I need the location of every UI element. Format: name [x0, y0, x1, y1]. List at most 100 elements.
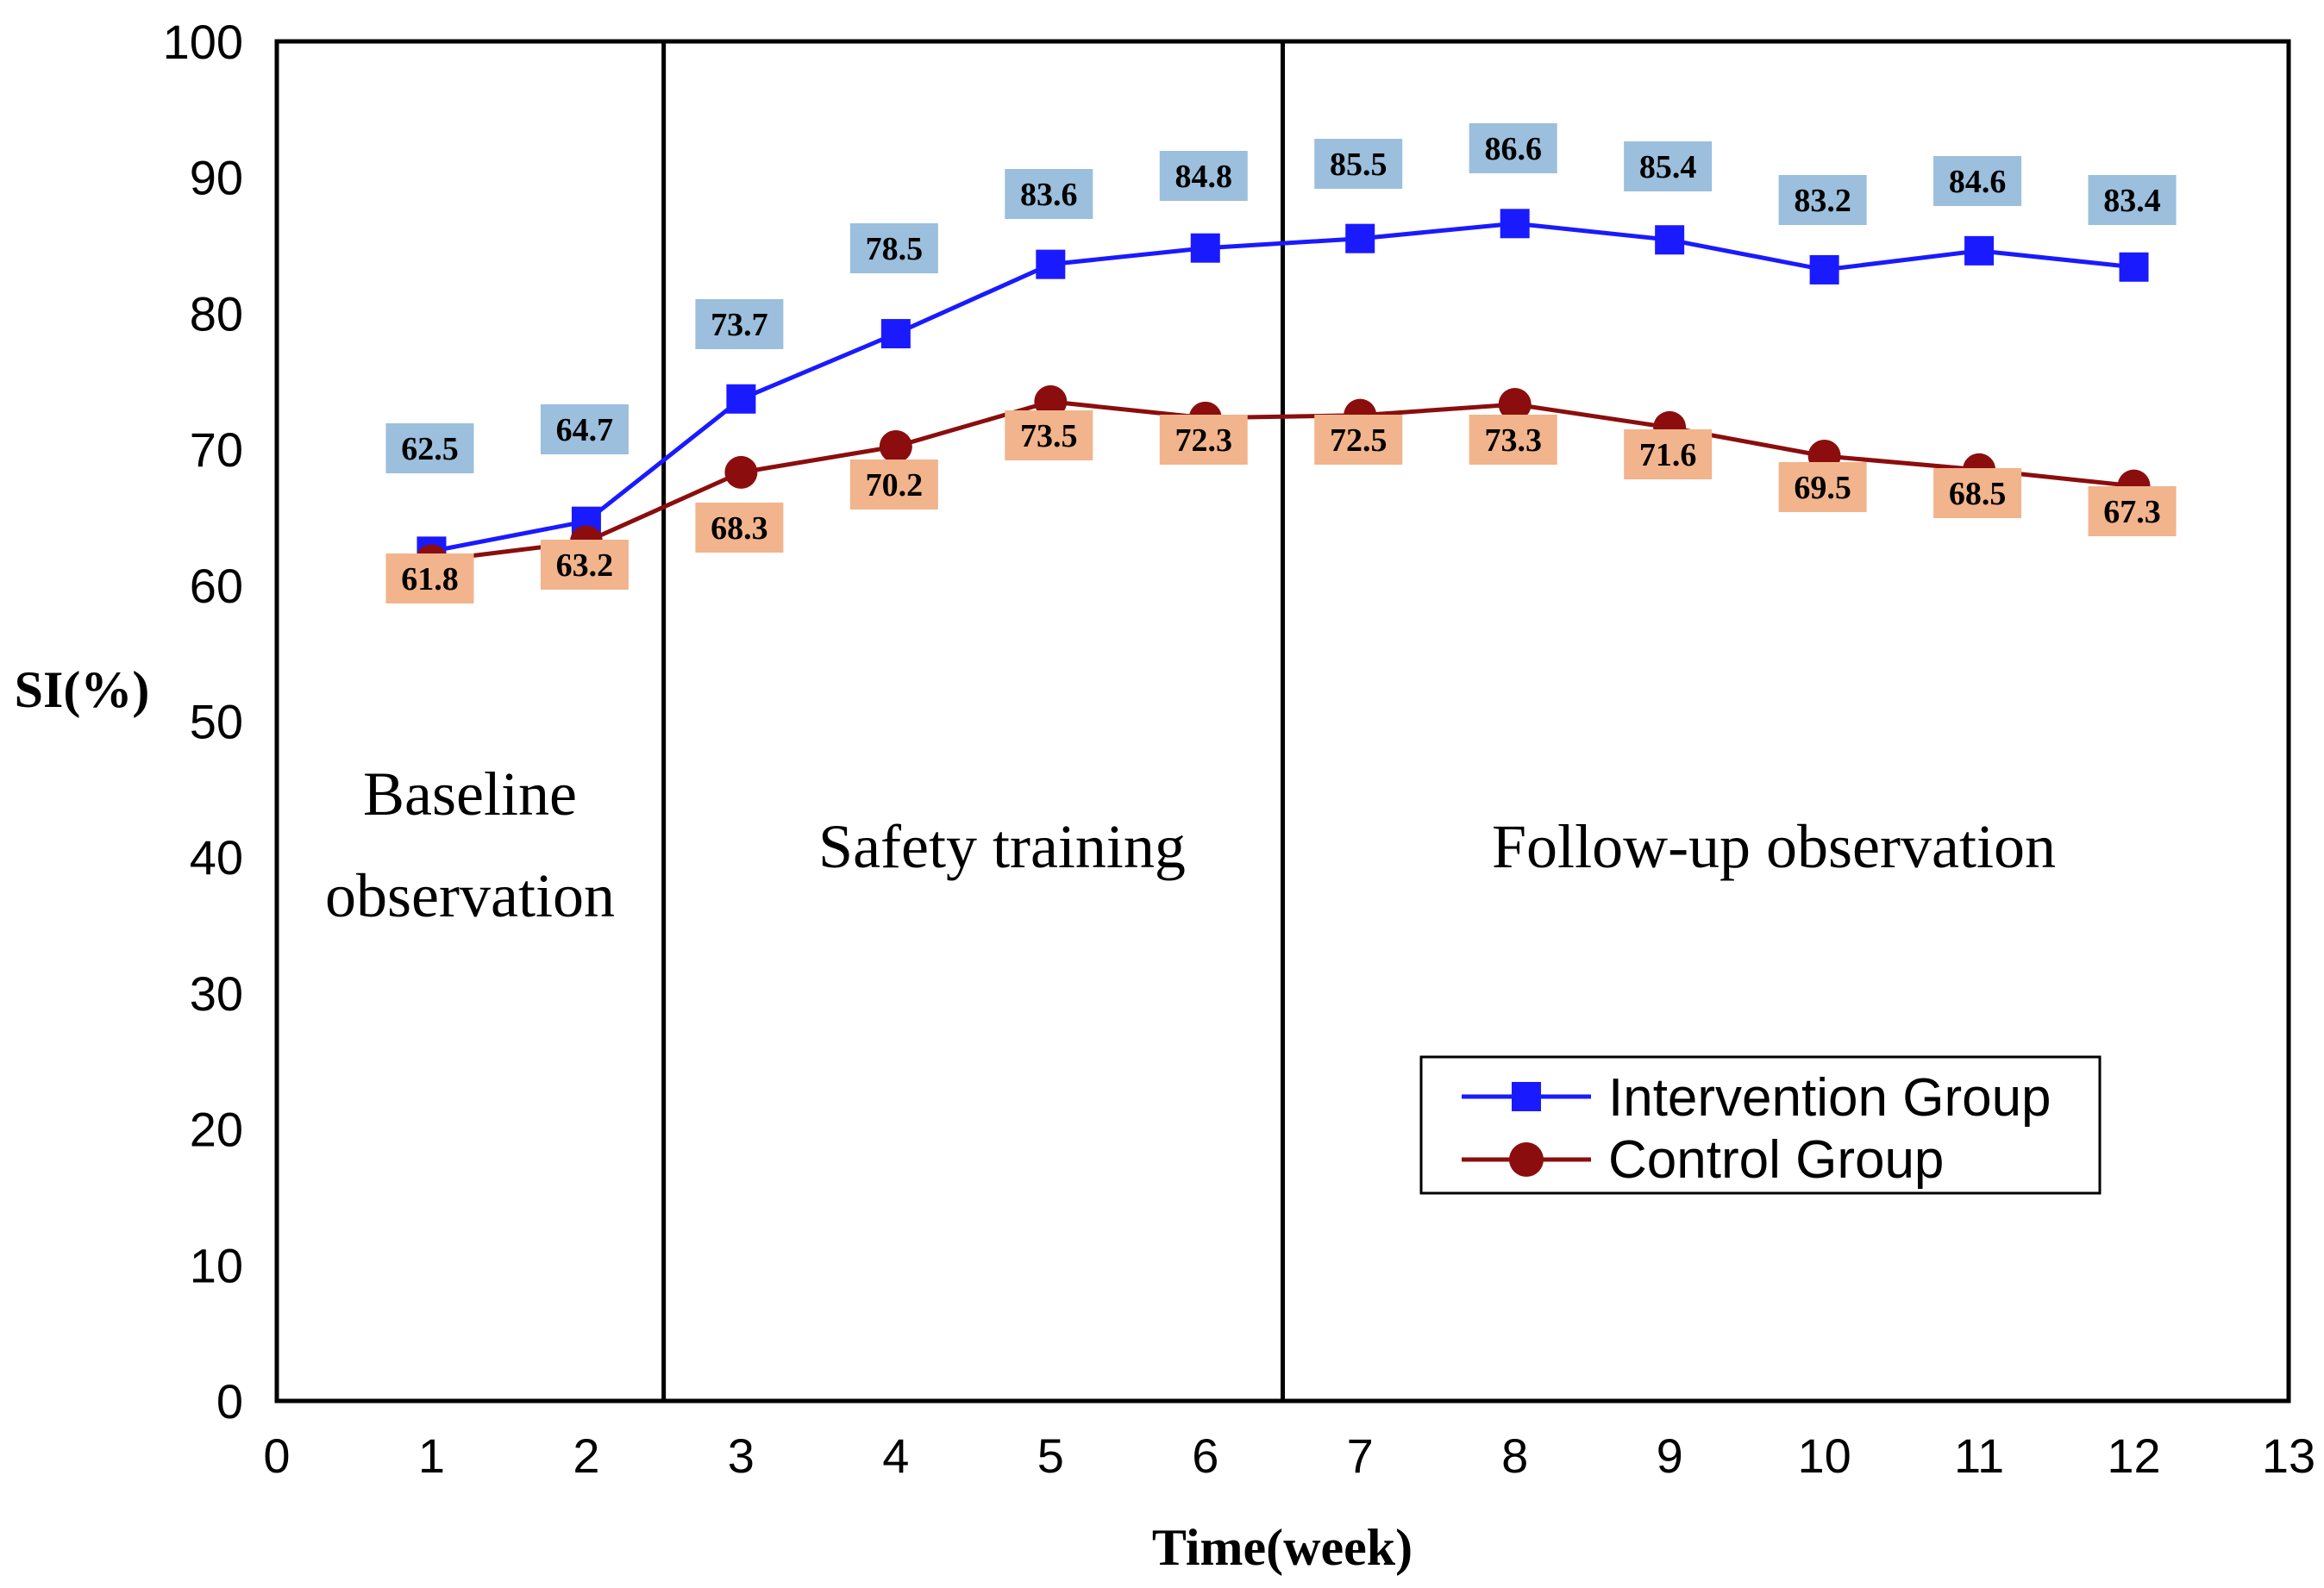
x-tick-label-7: 7	[1347, 1429, 1374, 1483]
series-line-2	[431, 399, 2134, 563]
series-1-point-11	[1964, 235, 1995, 266]
series-1-label-box-10	[1778, 175, 1867, 225]
series-2-point-8	[1498, 388, 1532, 422]
series-1-label-box-7	[1314, 139, 1403, 189]
y-tick-label-30: 30	[190, 966, 243, 1021]
series-1-data-label-3: 73.7	[711, 307, 768, 343]
series-1-label-box-5	[1005, 169, 1093, 219]
series-2-data-label-11: 68.5	[1949, 476, 2007, 512]
series-2-data-label-4: 70.2	[866, 467, 924, 503]
series-1-label-box-1	[385, 423, 474, 473]
series-2-point-5	[1034, 384, 1068, 418]
y-tick-label-50: 50	[190, 695, 243, 749]
legend-marker-control	[1509, 1142, 1544, 1177]
series-1-point-4	[880, 319, 911, 349]
phase-label-1-line-1: Baseline	[363, 760, 577, 828]
series-2-point-3	[724, 455, 758, 489]
y-tick-label-80: 80	[190, 286, 243, 341]
series-1-point-5	[1036, 249, 1066, 279]
y-axis-title: SI(%)	[15, 661, 150, 718]
series-1-label-box-3	[695, 299, 784, 349]
series-2-label-box-6	[1159, 415, 1248, 465]
series-2-data-label-6: 72.3	[1175, 422, 1233, 459]
x-tick-label-2: 2	[573, 1429, 599, 1483]
y-tick-label-100: 100	[163, 15, 243, 69]
x-tick-label-3: 3	[728, 1429, 755, 1483]
series-2-label-box-11	[1933, 468, 2022, 518]
series-1-data-label-4: 78.5	[866, 231, 924, 267]
series-2-label-box-7	[1314, 415, 1403, 465]
series-2-label-box-8	[1469, 415, 1557, 465]
series-2-data-label-7: 72.5	[1330, 422, 1388, 459]
y-tick-label-10: 10	[190, 1238, 243, 1292]
y-tick-label-20: 20	[190, 1103, 243, 1157]
legend-label-control: Control Group	[1608, 1130, 1944, 1190]
series-2-label-box-1	[385, 553, 474, 603]
series-2-data-label-3: 68.3	[711, 510, 768, 547]
phase-label-3-line-1: Follow-up observation	[1492, 812, 2056, 881]
series-1-label-box-11	[1933, 156, 2022, 206]
x-tick-label-1: 1	[418, 1429, 445, 1483]
x-tick-label-4: 4	[882, 1429, 909, 1483]
series-2-label-box-4	[849, 460, 938, 510]
series-1-label-box-4	[849, 223, 938, 273]
phase-label-2-line-1: Safety training	[818, 812, 1186, 881]
y-tick-label-70: 70	[190, 422, 243, 477]
series-2-data-label-9: 71.6	[1639, 437, 1697, 473]
series-2-point-4	[879, 429, 912, 463]
series-1-data-label-5: 83.6	[1020, 177, 1078, 213]
series-1-point-9	[1655, 225, 1685, 255]
series-1-point-6	[1190, 233, 1220, 263]
series-1-data-label-10: 83.2	[1794, 183, 1851, 219]
series-1-label-box-9	[1624, 141, 1713, 191]
x-tick-label-13: 13	[2262, 1429, 2315, 1483]
series-2-data-label-12: 67.3	[2103, 494, 2161, 530]
y-tick-label-60: 60	[190, 559, 243, 613]
series-1-point-3	[726, 384, 756, 414]
series-1-label-box-6	[1159, 151, 1248, 201]
series-1-point-10	[1809, 254, 1839, 284]
series-1-data-label-6: 84.8	[1175, 159, 1233, 195]
series-1-data-label-8: 86.6	[1484, 131, 1542, 167]
legend: Intervention Group Control Group	[1419, 1055, 2102, 1195]
series-2-data-label-8: 73.3	[1484, 422, 1542, 459]
series-1-data-label-12: 83.4	[2103, 183, 2161, 219]
series-2-label-box-2	[540, 540, 629, 590]
series-1-data-label-11: 84.6	[1949, 164, 2007, 200]
x-tick-label-9: 9	[1657, 1429, 1683, 1483]
series-1-data-label-9: 85.4	[1639, 149, 1697, 185]
x-tick-label-5: 5	[1037, 1429, 1064, 1483]
x-axis-title: Time(week)	[1152, 1519, 1413, 1576]
x-tick-label-10: 10	[1797, 1429, 1851, 1483]
series-2-label-box-3	[695, 503, 784, 553]
series-2-label-box-5	[1005, 410, 1093, 460]
series-1-label-box-12	[2088, 175, 2177, 225]
x-tick-label-6: 6	[1192, 1429, 1218, 1483]
x-tick-label-11: 11	[1954, 1429, 2004, 1483]
series-2-data-label-10: 69.5	[1794, 470, 1851, 506]
series-2-label-box-9	[1624, 429, 1713, 479]
series-1-data-label-1: 62.5	[401, 431, 459, 467]
series-1-label-box-2	[540, 404, 629, 454]
y-tick-label-40: 40	[190, 830, 243, 885]
series-2-label-box-10	[1778, 462, 1867, 512]
phase-label-1-line-2: observation	[325, 861, 615, 930]
series-1-data-label-7: 85.5	[1330, 147, 1388, 183]
legend-marker-intervention	[1512, 1082, 1541, 1111]
series-1-point-8	[1500, 209, 1530, 239]
series-2-data-label-5: 73.5	[1020, 418, 1078, 454]
series-2-label-box-12	[2088, 486, 2177, 536]
series-2-data-label-1: 61.8	[401, 561, 459, 597]
y-tick-label-90: 90	[190, 151, 243, 205]
y-tick-label-0: 0	[216, 1374, 243, 1429]
series-1-data-label-2: 64.7	[556, 412, 614, 448]
series-1-point-12	[2119, 252, 2149, 282]
series-1-label-box-8	[1469, 123, 1557, 173]
series-1-point-7	[1345, 223, 1375, 253]
x-tick-label-8: 8	[1501, 1429, 1528, 1483]
series-2-data-label-2: 63.2	[556, 547, 614, 584]
legend-label-intervention: Intervention Group	[1608, 1068, 2052, 1128]
series-line-1	[431, 221, 2134, 553]
